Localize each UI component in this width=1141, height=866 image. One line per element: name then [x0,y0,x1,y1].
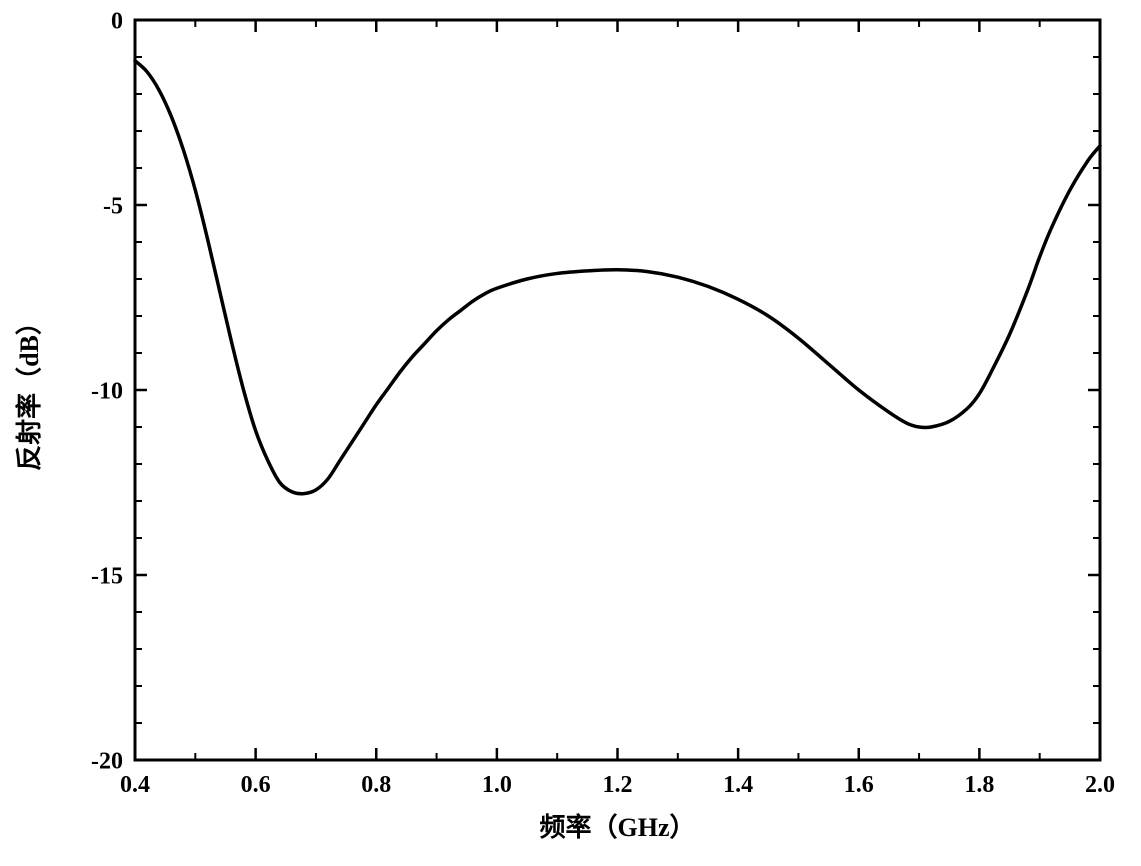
reflectivity-chart: 0.4 0.6 0.8 1.0 1.2 1.4 1.6 1.8 2.0 -20 -15 -10 -5 0 频… [0,0,1141,866]
svg-text:-5: -5 [103,193,123,219]
svg-text:0.8: 0.8 [361,772,391,798]
svg-text:0: 0 [111,8,123,34]
svg-text:1.4: 1.4 [723,772,753,798]
svg-text:-15: -15 [91,563,123,589]
svg-text:频率（GHz）: 频率（GHz） [540,812,696,842]
svg-text:0.4: 0.4 [120,772,150,798]
svg-text:反射率（dB）: 反射率（dB） [14,309,44,471]
svg-text:1.0: 1.0 [482,772,512,798]
svg-text:-20: -20 [91,748,123,774]
svg-text:2.0: 2.0 [1085,772,1115,798]
svg-text:1.2: 1.2 [603,772,633,798]
svg-text:1.6: 1.6 [844,772,874,798]
svg-text:1.8: 1.8 [964,772,994,798]
svg-text:0.6: 0.6 [241,772,271,798]
svg-text:-10: -10 [91,378,123,404]
chart-svg: 0.4 0.6 0.8 1.0 1.2 1.4 1.6 1.8 2.0 -20 -15 -10 -5 0 频… [0,0,1141,866]
